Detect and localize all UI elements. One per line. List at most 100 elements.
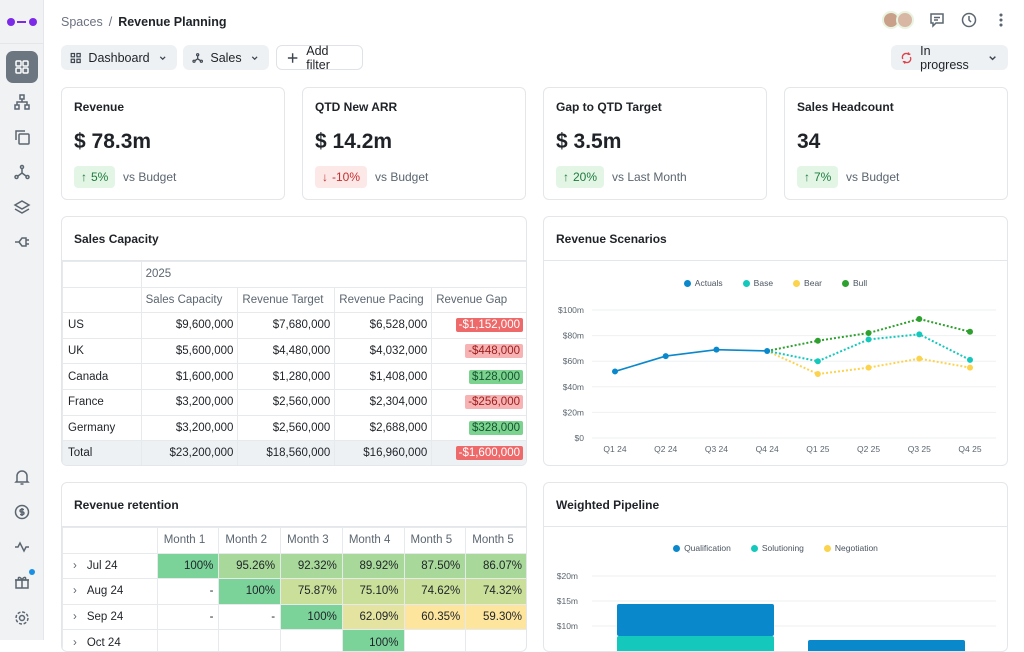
- dashboard-dropdown[interactable]: Dashboard: [61, 45, 177, 70]
- sales-label: Sales: [210, 50, 242, 65]
- legend-item[interactable]: Negotiation: [823, 543, 878, 553]
- legend-item[interactable]: Actuals: [683, 278, 723, 288]
- data-point-base[interactable]: [865, 336, 872, 343]
- expand-row-toggle[interactable]: › Sep 24: [62, 603, 158, 631]
- sidebar-item-gifts[interactable]: [6, 566, 38, 598]
- kpi-title: Gap to QTD Target: [556, 100, 662, 114]
- row-label: Germany: [62, 414, 142, 442]
- x-tick-label: Q2 24: [654, 444, 677, 454]
- data-point-bull[interactable]: [916, 315, 923, 322]
- arrow-up-icon: ↑: [804, 170, 810, 184]
- table-cell: $2,560,000: [237, 388, 336, 416]
- bar-qualification[interactable]: [617, 604, 774, 636]
- legend-label: Base: [753, 278, 774, 288]
- data-point-actuals[interactable]: [713, 346, 720, 353]
- kpi-comparison: vs Budget: [375, 170, 429, 184]
- legend-label: Qualification: [684, 543, 731, 553]
- retention-cell: 75.10%: [341, 578, 405, 605]
- plug-icon: [15, 237, 29, 247]
- table-row: › Aug 24 -100% 75.87% 75.10% 74.62% 74.32%: [62, 578, 526, 605]
- sidebar-item-models[interactable]: [6, 156, 38, 188]
- sidebar-item-billing[interactable]: [6, 496, 38, 528]
- branch-icon: [192, 52, 203, 63]
- kpi-value: $ 14.2m: [315, 130, 393, 153]
- retention-cell: 100%: [156, 552, 220, 580]
- collaborator-avatars[interactable]: [882, 11, 914, 29]
- expand-row-toggle[interactable]: › Jul 24: [62, 552, 158, 580]
- table-row: US $9,600,000 $7,680,000 $6,528,000 -$1,152,…: [62, 312, 526, 339]
- kpi-card: Revenue $ 78.3m ↑ 5% vs Budget: [61, 87, 285, 200]
- activity-icon: [15, 541, 29, 553]
- data-point-bear[interactable]: [916, 355, 923, 362]
- sidebar-item-copies[interactable]: [6, 121, 38, 153]
- data-point-bull[interactable]: [967, 328, 973, 335]
- avatar[interactable]: [896, 11, 914, 29]
- legend-item[interactable]: Solutioning: [750, 543, 804, 553]
- data-point-bull[interactable]: [814, 337, 821, 344]
- expand-row-toggle[interactable]: › Aug 24: [62, 578, 158, 605]
- delta-badge: ↓ -10%: [315, 166, 368, 188]
- data-point-actuals[interactable]: [764, 347, 771, 354]
- series-line-actuals: [614, 348, 768, 373]
- add-filter-button[interactable]: Add filter: [276, 44, 363, 72]
- sidebar-item-integrations[interactable]: [6, 226, 38, 258]
- comments-icon[interactable]: [928, 11, 946, 29]
- chevron-right-icon[interactable]: ›: [73, 585, 77, 598]
- data-point-actuals[interactable]: [612, 368, 618, 375]
- data-point-actuals[interactable]: [662, 353, 669, 360]
- bar-qualification[interactable]: [808, 640, 965, 652]
- sidebar-item-hierarchy[interactable]: [6, 86, 38, 118]
- legend-label: Negotiation: [834, 543, 878, 553]
- more-icon[interactable]: [992, 11, 1010, 29]
- x-tick-label: Q4 24: [756, 444, 779, 454]
- breadcrumb-separator: /: [108, 15, 113, 29]
- data-point-bear[interactable]: [865, 364, 872, 371]
- legend-item[interactable]: Qualification: [673, 543, 731, 553]
- chevron-right-icon[interactable]: ›: [73, 559, 77, 572]
- weighted-pipeline-card: Weighted Pipeline Qualification Solutioni…: [543, 482, 1008, 652]
- sync-icon: [901, 51, 912, 64]
- revenue-gap-value: -$448,000: [465, 344, 523, 359]
- sidebar-item-activity[interactable]: [6, 531, 38, 563]
- legend-item[interactable]: Base: [742, 278, 774, 288]
- copy-icon: [15, 130, 30, 145]
- sales-dropdown[interactable]: Sales: [183, 45, 269, 70]
- table-cell: $7,680,000: [237, 312, 336, 339]
- sidebar-item-settings[interactable]: [6, 602, 38, 634]
- table-cell: $3,200,000: [140, 388, 239, 416]
- card-title: Revenue Scenarios: [556, 232, 667, 246]
- legend-dot: [742, 280, 750, 287]
- breadcrumb-spaces[interactable]: Spaces: [61, 15, 103, 29]
- chart-legend: Actuals Base Bear Bull: [544, 278, 1007, 288]
- y-tick-label: $10m: [557, 621, 578, 631]
- data-point-base[interactable]: [814, 358, 821, 365]
- column-header: Sales Capacity: [140, 286, 239, 314]
- y-tick-label: $40m: [563, 382, 584, 392]
- legend-item[interactable]: Bull: [842, 278, 867, 288]
- data-point-base[interactable]: [916, 331, 923, 338]
- sidebar-item-dashboard[interactable]: [6, 51, 38, 83]
- series-line-bear: [766, 350, 971, 376]
- logo-icon[interactable]: [6, 16, 38, 28]
- chevron-right-icon[interactable]: ›: [73, 636, 77, 649]
- history-icon[interactable]: [960, 11, 978, 29]
- sidebar-item-layers[interactable]: [6, 191, 38, 223]
- bar-solutioning[interactable]: [617, 636, 774, 652]
- legend-item[interactable]: Bear: [793, 278, 822, 288]
- card-title: Sales Capacity: [74, 232, 159, 246]
- bar-chart: $10m $15m $20m: [557, 571, 996, 652]
- kpi-comparison: vs Budget: [846, 170, 900, 184]
- status-dropdown[interactable]: In progress: [891, 44, 1008, 72]
- retention-cell: 74.62%: [403, 578, 467, 605]
- data-point-bull[interactable]: [865, 330, 872, 337]
- retention-cell: 89.92%: [341, 552, 405, 580]
- data-point-bear[interactable]: [967, 364, 973, 371]
- expand-row-toggle[interactable]: › Oct 24: [62, 629, 158, 651]
- sidebar-item-notifications[interactable]: [6, 461, 38, 493]
- retention-cell: 95.26%: [218, 552, 282, 580]
- data-point-base[interactable]: [967, 356, 973, 363]
- kpi-value: $ 78.3m: [74, 130, 152, 153]
- chevron-right-icon[interactable]: ›: [73, 611, 77, 624]
- data-point-bear[interactable]: [814, 371, 821, 377]
- branch-icon: [14, 164, 30, 180]
